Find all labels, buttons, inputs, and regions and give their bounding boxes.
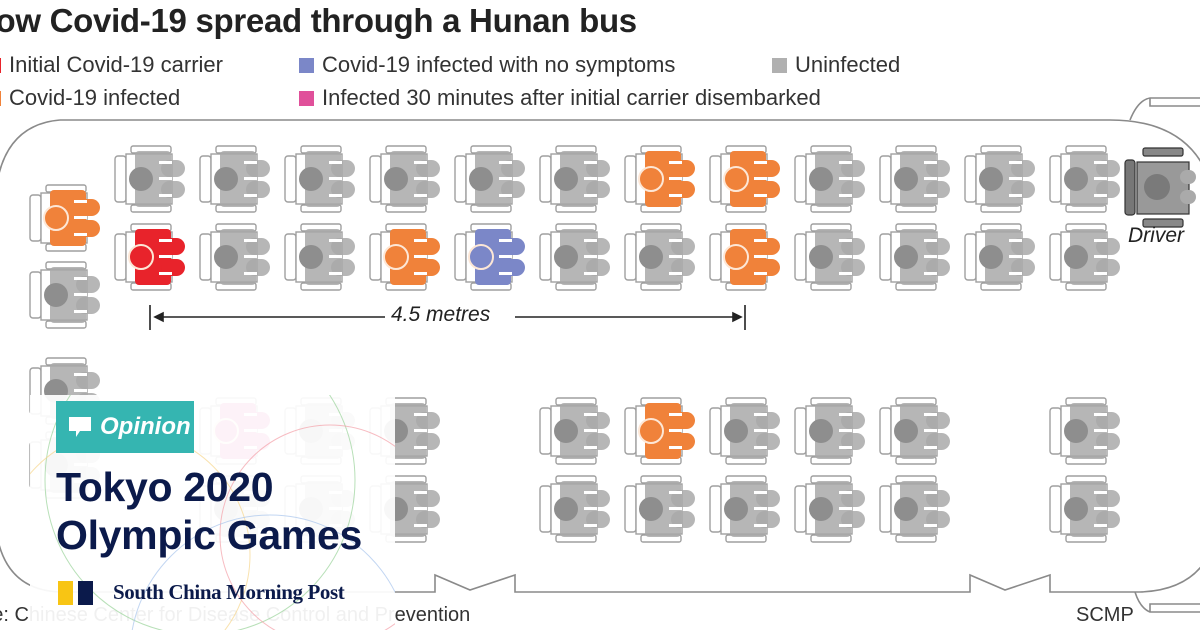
seat-uninfected bbox=[284, 145, 355, 213]
seat-uninfected bbox=[879, 223, 950, 291]
legend-label: Covid-19 infected with no symptoms bbox=[322, 52, 676, 77]
seat-infected bbox=[369, 223, 440, 291]
seat-uninfected bbox=[794, 397, 865, 465]
seat-uninfected bbox=[199, 223, 270, 291]
seat-uninfected bbox=[709, 397, 780, 465]
seat-uninfected bbox=[539, 223, 610, 291]
seat-uninfected bbox=[879, 145, 950, 213]
legend-uninfected: Uninfected bbox=[772, 52, 900, 78]
legend-label: Initial Covid-19 carrier bbox=[9, 52, 223, 77]
brand-name: South China Morning Post bbox=[113, 580, 345, 604]
seat-uninfected bbox=[539, 145, 610, 213]
seat-infected bbox=[624, 145, 695, 213]
opinion-label: Opinion bbox=[100, 413, 191, 440]
speech-bubble-icon bbox=[69, 417, 91, 437]
seat-uninfected bbox=[624, 223, 695, 291]
legend-later-infected: Infected 30 minutes after initial carrie… bbox=[299, 85, 821, 111]
brand-logo[interactable]: South China Morning Post bbox=[58, 580, 345, 605]
seat-uninfected bbox=[1049, 397, 1120, 465]
brand-yellow-square-icon bbox=[58, 580, 73, 605]
seat-uninfected bbox=[1049, 145, 1120, 213]
seat-uninfected bbox=[794, 223, 865, 291]
legend-asymptomatic: Covid-19 infected with no symptoms bbox=[299, 52, 675, 78]
seat-carrier bbox=[114, 223, 185, 291]
seat-uninfected bbox=[1049, 475, 1120, 543]
seat-uninfected bbox=[879, 475, 950, 543]
seat-uninfected bbox=[794, 475, 865, 543]
seat-uninfected bbox=[624, 475, 695, 543]
page-title: How Covid-19 spread through a Hunan bus bbox=[0, 2, 637, 39]
legend-initial-carrier: Initial Covid-19 carrier bbox=[0, 52, 223, 78]
headline-line-2: Olympic Games bbox=[56, 512, 363, 558]
seat-infected bbox=[29, 184, 100, 252]
legend-infected: Covid-19 infected bbox=[0, 85, 180, 111]
opinion-badge[interactable]: Opinion bbox=[56, 401, 194, 453]
legend-label: Covid-19 infected bbox=[9, 85, 181, 110]
distance-marker bbox=[149, 305, 746, 330]
brand-navy-square-icon bbox=[78, 580, 93, 605]
legend-swatch-uninfected bbox=[772, 57, 787, 73]
seat-uninfected bbox=[794, 145, 865, 213]
bus-outline bbox=[0, 97, 1200, 613]
seat-infected bbox=[709, 145, 780, 213]
legend-swatch-infected bbox=[0, 90, 1, 106]
headline[interactable]: Tokyo 2020 Olympic Games bbox=[56, 463, 362, 559]
legend-swatch-carrier bbox=[0, 57, 1, 73]
driver-seat bbox=[1124, 147, 1196, 228]
credit-text: SCMP bbox=[1076, 604, 1134, 626]
distance-label: 4.5 metres bbox=[385, 303, 497, 327]
seat-uninfected bbox=[539, 397, 610, 465]
seat-uninfected bbox=[964, 223, 1035, 291]
seat-uninfected bbox=[454, 145, 525, 213]
seat-uninfected bbox=[539, 475, 610, 543]
seat-uninfected bbox=[284, 223, 355, 291]
seat-uninfected bbox=[879, 397, 950, 465]
seat-uninfected bbox=[709, 475, 780, 543]
driver-label: Driver bbox=[1128, 224, 1184, 247]
seat-uninfected bbox=[199, 145, 270, 213]
legend-swatch-later bbox=[299, 90, 314, 106]
legend-label: Uninfected bbox=[795, 52, 901, 77]
seat-infected bbox=[624, 397, 695, 465]
seat-uninfected bbox=[114, 145, 185, 213]
legend-swatch-asymptomatic bbox=[299, 57, 314, 73]
seat-asymptomatic bbox=[454, 223, 525, 291]
seat-uninfected bbox=[29, 261, 100, 329]
seat-uninfected bbox=[1049, 223, 1120, 291]
seat-infected bbox=[709, 223, 780, 291]
headline-line-1: Tokyo 2020 bbox=[56, 464, 274, 510]
seat-uninfected bbox=[964, 145, 1035, 213]
legend-label: Infected 30 minutes after initial carrie… bbox=[322, 85, 821, 110]
seat-uninfected bbox=[369, 145, 440, 213]
